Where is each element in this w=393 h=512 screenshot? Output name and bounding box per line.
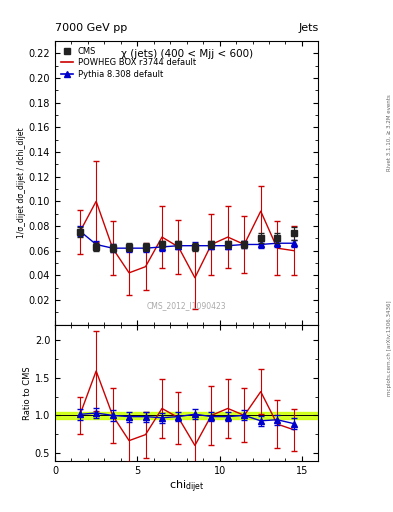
Text: CMS_2012_I1090423: CMS_2012_I1090423 bbox=[147, 302, 226, 310]
Legend: CMS, POWHEG BOX r3744 default, Pythia 8.308 default: CMS, POWHEG BOX r3744 default, Pythia 8.… bbox=[59, 45, 197, 80]
Y-axis label: 1/σ_dijet dσ_dijet / dchi_dijet: 1/σ_dijet dσ_dijet / dchi_dijet bbox=[17, 127, 26, 238]
Bar bbox=[55, 412, 318, 419]
Text: mcplots.cern.ch [arXiv:1306.3436]: mcplots.cern.ch [arXiv:1306.3436] bbox=[387, 301, 392, 396]
Y-axis label: Ratio to CMS: Ratio to CMS bbox=[23, 366, 32, 419]
Text: 7000 GeV pp: 7000 GeV pp bbox=[55, 23, 127, 33]
Text: Rivet 3.1.10, ≥ 3.2M events: Rivet 3.1.10, ≥ 3.2M events bbox=[387, 95, 392, 172]
Text: Jets: Jets bbox=[298, 23, 318, 33]
X-axis label: chi$_{\rm dijet}$: chi$_{\rm dijet}$ bbox=[169, 478, 204, 495]
Text: χ (jets) (400 < Mjj < 600): χ (jets) (400 < Mjj < 600) bbox=[121, 50, 253, 59]
